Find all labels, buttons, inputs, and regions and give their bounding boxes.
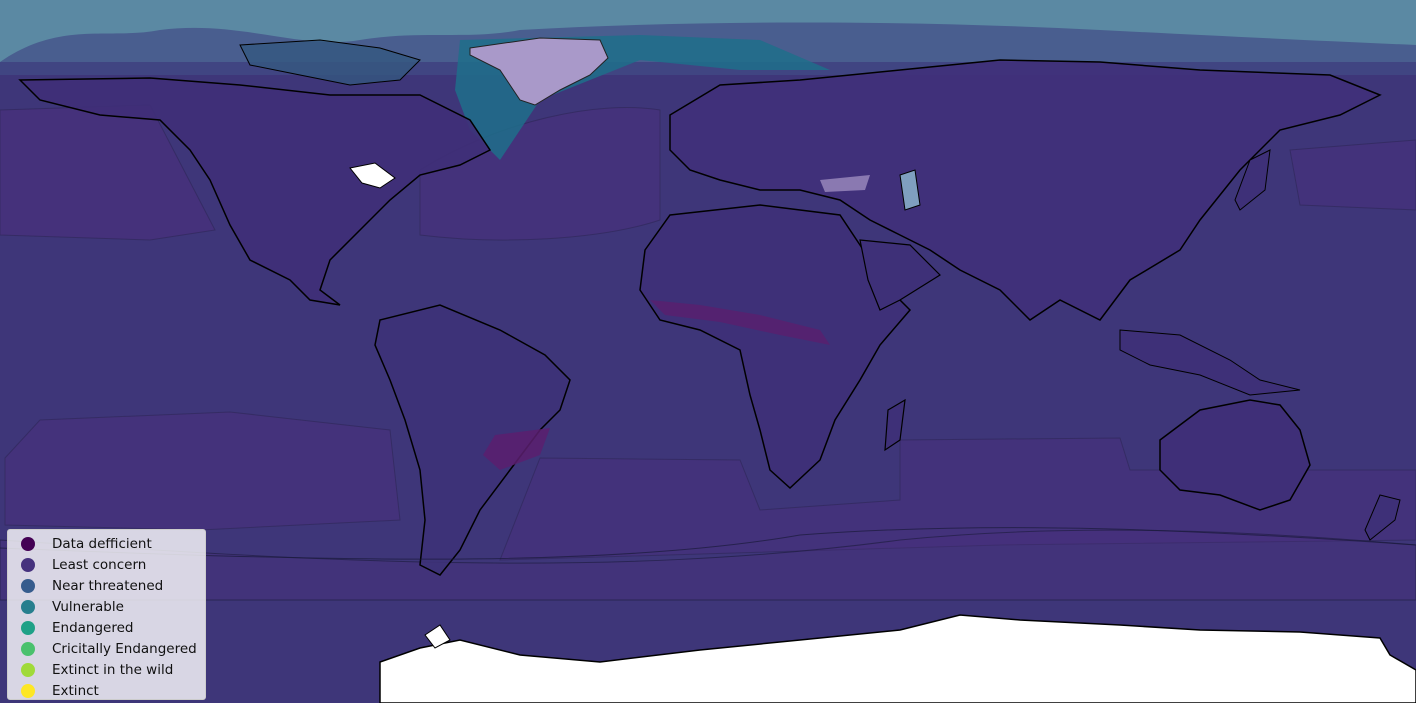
legend-label: Endangered	[52, 619, 134, 636]
sahel-range-band	[650, 300, 830, 345]
legend: Data defficient Least concern Near threa…	[7, 529, 206, 700]
vulnerable-swatch	[21, 599, 35, 614]
legend-item-vulnerable: Vulnerable	[8, 596, 205, 617]
range-southern-ocean	[0, 529, 1416, 601]
extinct-swatch	[21, 683, 35, 698]
legend-label: Near threatened	[52, 577, 164, 594]
data-deficient-patch-brazil	[483, 428, 550, 470]
eurasia-landmass	[669, 59, 1382, 321]
madagascar	[884, 398, 906, 452]
canadian-arctic-islands	[239, 39, 421, 86]
arabian-peninsula	[859, 239, 941, 311]
data-deficient-swatch	[21, 536, 35, 551]
legend-label: Data defficient	[52, 535, 152, 552]
new-zealand	[1364, 494, 1401, 541]
black-sea-range	[820, 175, 870, 192]
north-america-landmass	[18, 77, 492, 306]
legend-item-near-threatened: Near threatened	[8, 575, 205, 596]
near-threatened-swatch	[21, 578, 35, 593]
legend-item-least-concern: Least concern	[8, 554, 205, 575]
least-concern-swatch	[21, 557, 35, 572]
legend-item-extinct: Extinct	[8, 680, 205, 701]
south-america-landmass	[374, 304, 571, 576]
caspian-sea	[899, 169, 921, 211]
legend-item-critically-endangered: Cricitally Endangered	[8, 638, 205, 659]
legend-item-data-deficient: Data defficient	[8, 533, 205, 554]
antarctic-peninsula	[424, 624, 451, 649]
extinct-in-wild-swatch	[21, 662, 35, 677]
antarctica-unmapped	[379, 614, 1416, 703]
legend-label: Extinct	[52, 682, 99, 699]
endangered-swatch	[21, 620, 35, 635]
legend-label: Least concern	[52, 556, 147, 573]
japan	[1234, 149, 1271, 211]
legend-item-endangered: Endangered	[8, 617, 205, 638]
australia-landmass	[1159, 399, 1311, 511]
range-north-pacific-west	[1289, 139, 1416, 211]
range-southern-belt	[499, 437, 1416, 561]
southeast-asia-islands	[1119, 329, 1301, 396]
legend-label: Cricitally Endangered	[52, 640, 197, 657]
legend-label: Vulnerable	[52, 598, 124, 615]
legend-item-extinct-in-wild: Extinct in the wild	[8, 659, 205, 680]
legend-label: Extinct in the wild	[52, 661, 174, 678]
range-south-pacific	[4, 411, 401, 531]
greenland-range	[469, 37, 609, 106]
range-line-tropic	[0, 527, 1416, 560]
great-lakes	[349, 162, 396, 189]
critically-endangered-swatch	[21, 641, 35, 656]
